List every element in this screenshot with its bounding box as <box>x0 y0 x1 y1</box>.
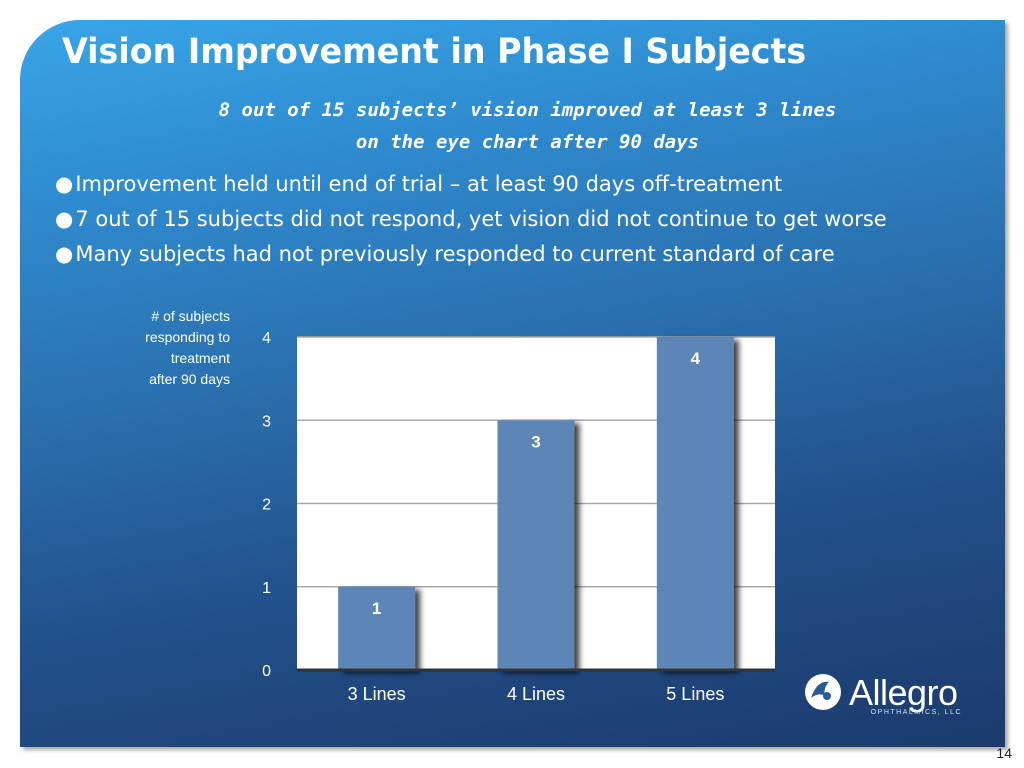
bullet-text: Improvement held until end of trial – at… <box>75 172 783 196</box>
x-tick-label: 5 Lines <box>666 684 724 704</box>
bar <box>497 420 575 670</box>
y-tick-label: 4 <box>262 330 271 347</box>
y-tick-label: 0 <box>262 663 271 680</box>
y-axis-label-line: after 90 days <box>149 371 230 387</box>
bullet-text: 7 out of 15 subjects did not respond, ye… <box>75 207 887 231</box>
bullet-text: Many subjects had not previously respond… <box>75 242 835 266</box>
bar-data-label: 3 <box>531 432 540 451</box>
logo-subtitle: OPHTHALMICS, LLC <box>870 709 962 716</box>
bullet-item: ●Many subjects had not previously respon… <box>55 240 975 269</box>
bar <box>338 586 416 670</box>
y-axis-label-line: # of subjects <box>151 308 230 324</box>
bar <box>656 337 734 670</box>
bar-data-label: 1 <box>372 599 381 618</box>
logo-wordmark: Allegro <box>849 672 958 713</box>
slide-subtitle: 8 out of 15 subjects’ vision improved at… <box>20 94 1005 158</box>
bullet-dot-icon: ● <box>55 172 74 196</box>
y-axis-label-line: treatment <box>170 350 230 366</box>
bullet-list: ●Improvement held until end of trial – a… <box>55 170 975 275</box>
subtitle-line-2: on the eye chart after 90 days <box>355 131 700 153</box>
allegro-logo: Allegro OPHTHALMICS, LLC <box>803 670 973 720</box>
bullet-dot-icon: ● <box>55 242 74 266</box>
slide-title: Vision Improvement in Phase I Subjects <box>62 32 807 72</box>
subtitle-line-1: 8 out of 15 subjects’ vision improved at… <box>218 99 837 121</box>
page-number: 14 <box>996 745 1012 761</box>
y-axis-label-line: responding to <box>145 329 230 345</box>
x-tick-label: 3 Lines <box>348 684 406 704</box>
allegro-logo-icon <box>805 674 841 710</box>
chart-y-axis-label: # of subjects responding to treatment af… <box>118 306 230 390</box>
bar-data-label: 4 <box>691 349 701 368</box>
y-tick-label: 1 <box>262 580 271 597</box>
x-tick-label: 4 Lines <box>507 684 565 704</box>
y-tick-label: 2 <box>262 497 271 514</box>
bullet-item: ●7 out of 15 subjects did not respond, y… <box>55 205 975 234</box>
y-tick-label: 3 <box>262 413 271 430</box>
bullet-item: ●Improvement held until end of trial – a… <box>55 170 975 199</box>
bullet-dot-icon: ● <box>55 207 74 231</box>
